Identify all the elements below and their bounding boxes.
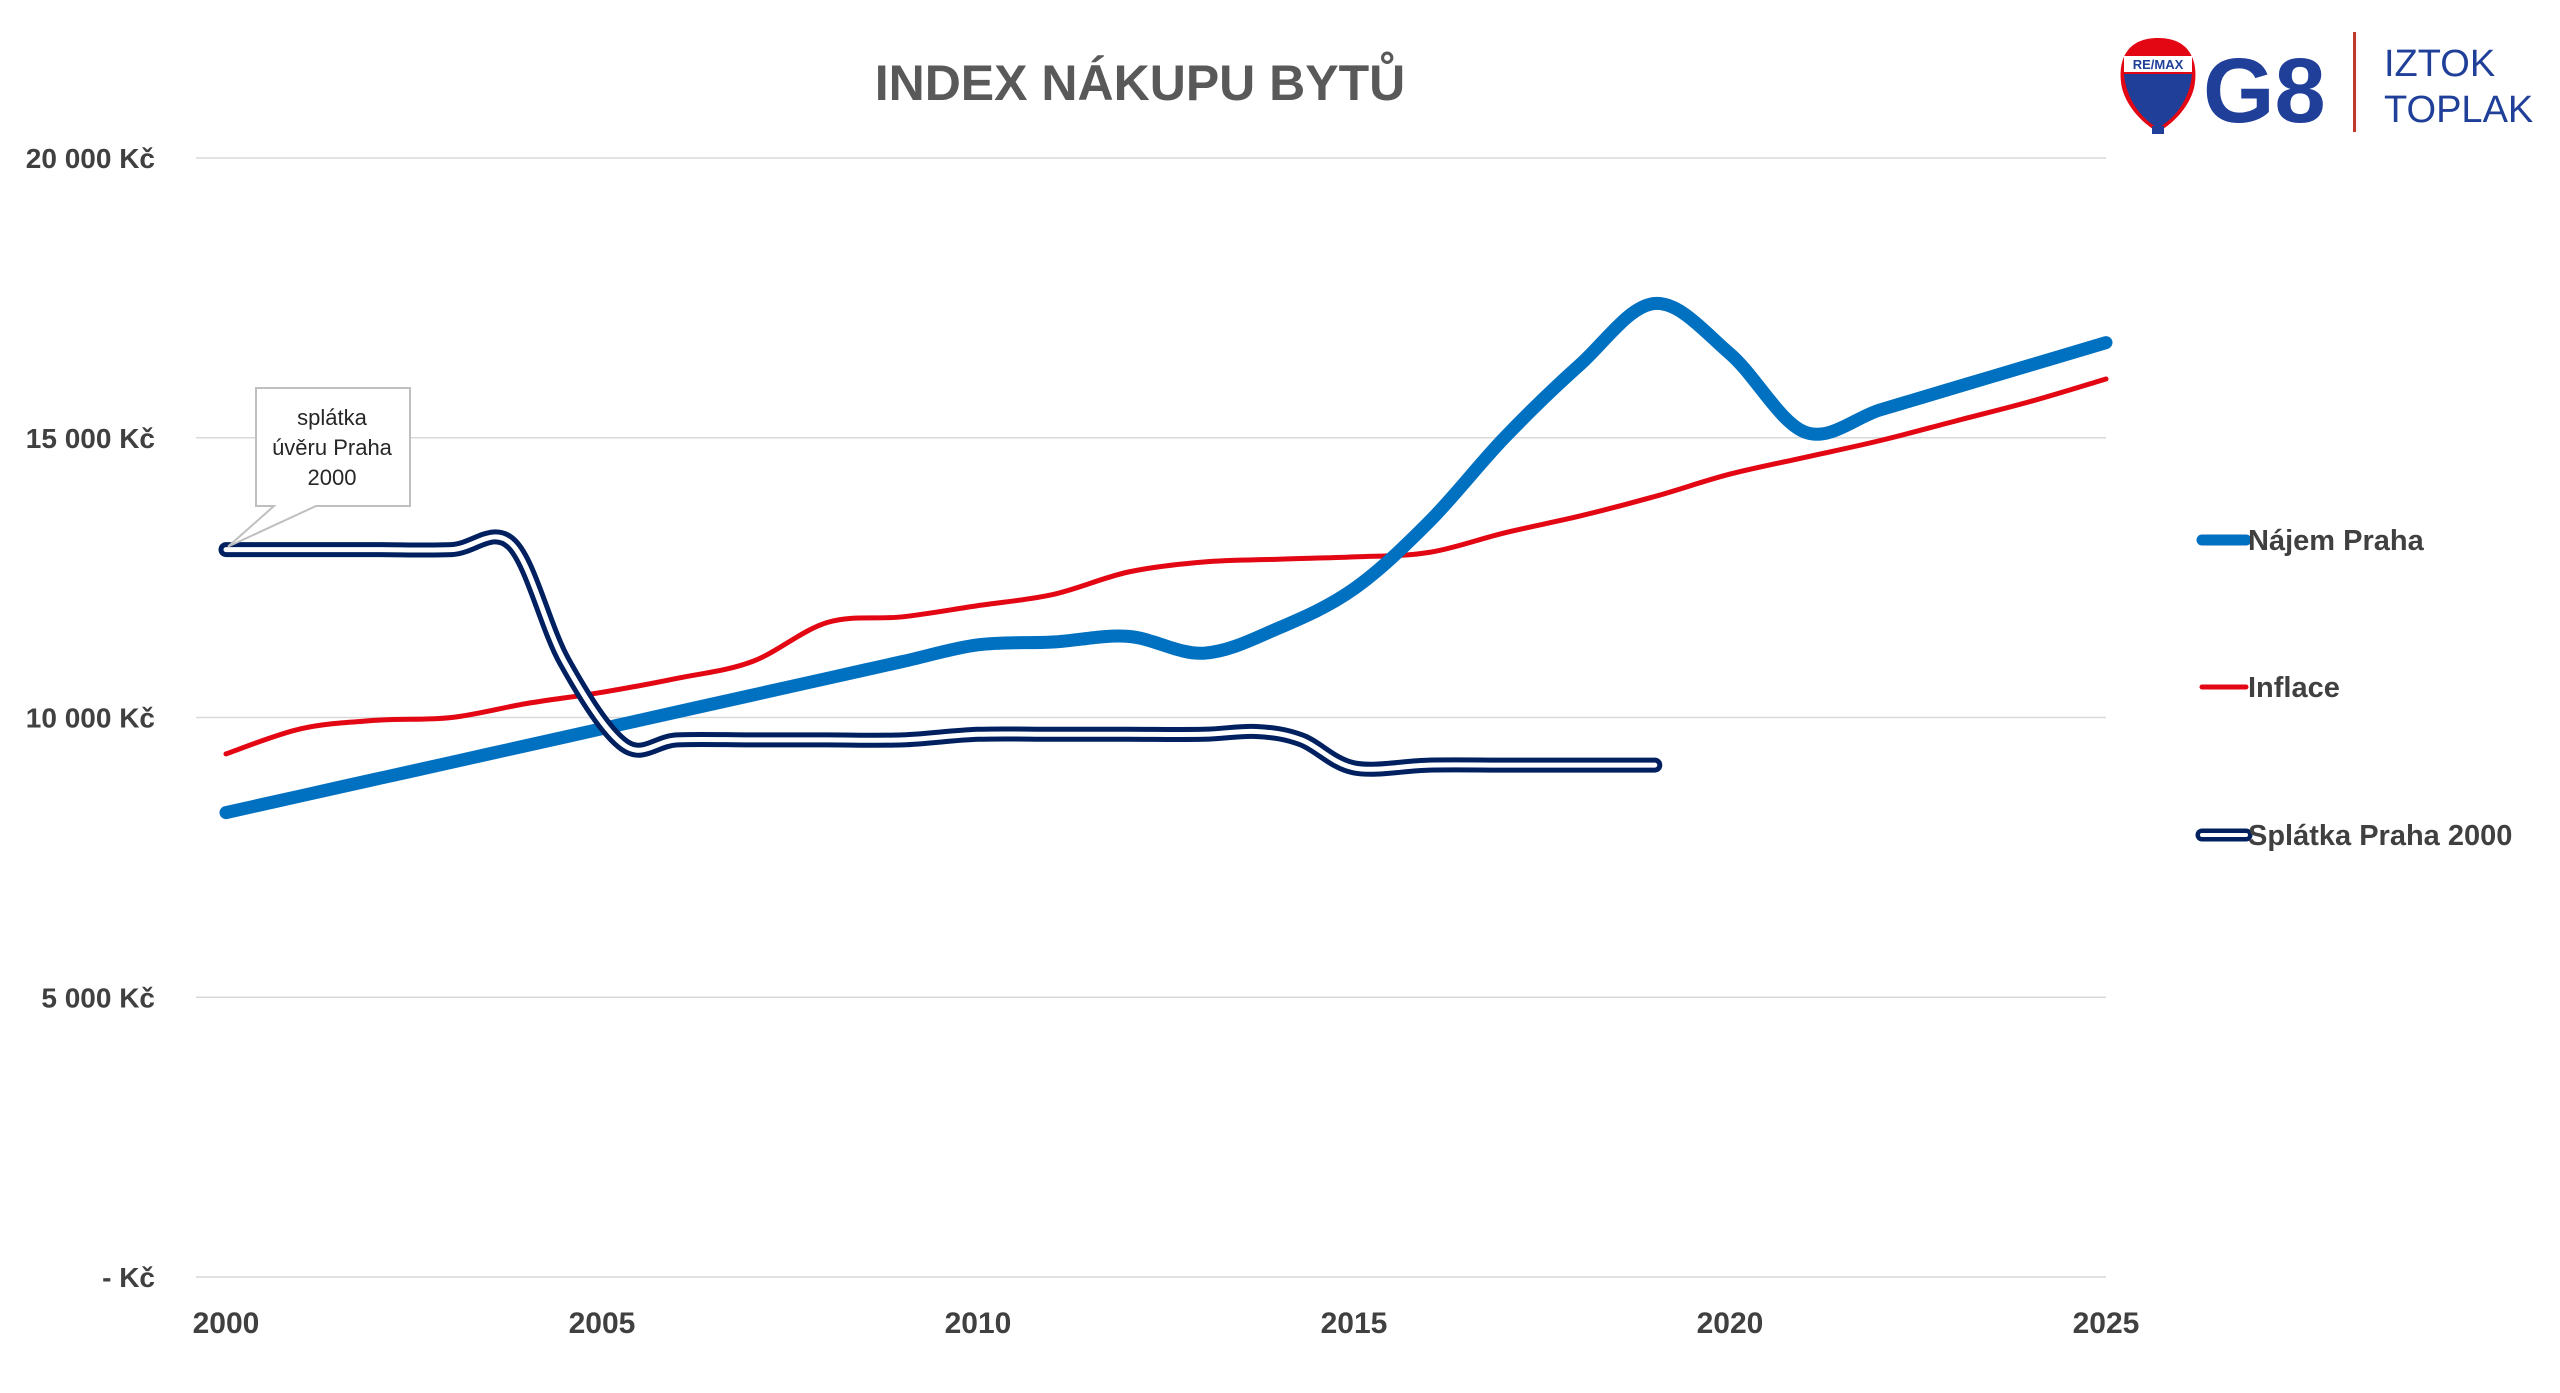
y-axis-ticks: - Kč 5 000 Kč 10 000 Kč 15 000 Kč 20 000 Kč	[26, 143, 155, 1293]
series-line	[223, 376, 2109, 757]
chart-title: INDEX NÁKUPU BYTŮ	[875, 51, 1406, 111]
legend-label: Inflace	[2248, 672, 2340, 704]
annotation-callout: splátka úvěru Praha 2000	[227, 387, 411, 548]
x-axis-ticks: 2000 2005 2010 2015 2020 2025	[193, 1307, 2140, 1340]
callout-bubble	[227, 387, 411, 548]
series-line	[219, 297, 2113, 820]
x-tick-label: 2020	[1697, 1307, 1764, 1340]
series-lines	[218, 297, 2113, 820]
brand-logo: RE/MAX G8 IZTOK TOPLAK	[2120, 32, 2533, 142]
x-tick-label: 2000	[193, 1307, 260, 1340]
y-tick-label: 20 000 Kč	[26, 143, 155, 174]
x-tick-label: 2015	[1321, 1307, 1388, 1340]
callout-line-2: úvěru Praha	[272, 435, 393, 460]
callout-line-1: splátka	[297, 405, 367, 430]
x-tick-label: 2005	[569, 1307, 636, 1340]
agent-name-line1: IZTOK	[2384, 43, 2495, 85]
g8-logo-text: G8	[2203, 40, 2326, 142]
agent-name-line2: TOPLAK	[2384, 89, 2533, 131]
legend-item: Splátka Praha 2000	[2195, 820, 2512, 852]
series-spl-tka-praha-2000	[218, 529, 1663, 777]
y-tick-label: 15 000 Kč	[26, 423, 155, 454]
y-tick-label: 10 000 Kč	[26, 703, 155, 734]
x-tick-label: 2025	[2073, 1307, 2140, 1340]
series-line-inner	[223, 534, 1658, 772]
balloon-icon: RE/MAX	[2120, 38, 2196, 134]
brand-divider	[2353, 32, 2356, 132]
legend-item: Inflace	[2199, 672, 2340, 704]
callout-line-3: 2000	[308, 465, 357, 490]
legend-item: Nájem Praha	[2196, 525, 2425, 557]
series-n-jem-praha	[219, 297, 2113, 820]
legend: Nájem Praha Inflace Splátka Praha 2000	[2195, 525, 2512, 852]
x-tick-label: 2010	[945, 1307, 1012, 1340]
balloon-label: RE/MAX	[2133, 57, 2184, 72]
legend-label: Splátka Praha 2000	[2248, 820, 2512, 852]
legend-label: Nájem Praha	[2248, 525, 2425, 557]
y-tick-label: - Kč	[102, 1262, 155, 1293]
gridlines	[196, 157, 2106, 1278]
series-inflace	[223, 376, 2109, 757]
y-tick-label: 5 000 Kč	[41, 982, 155, 1013]
